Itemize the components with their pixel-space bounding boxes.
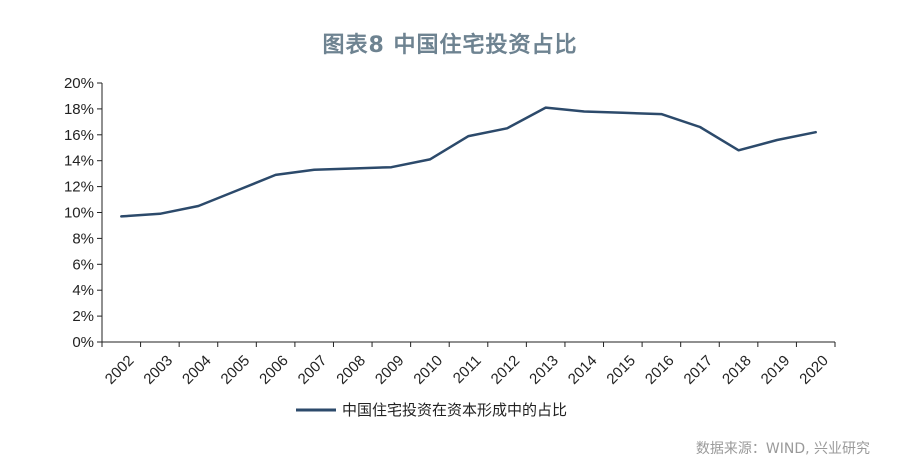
x-axis: 2002 2003 2004 2005 2006 2007 2008 2009 2010 2011…	[101, 341, 836, 388]
x-tick-label: 2013	[526, 352, 562, 388]
x-tick-label: 2018	[719, 352, 755, 388]
x-tick-label: 2008	[333, 352, 369, 388]
x-tick-label: 2010	[410, 352, 446, 388]
y-tick-label: 4%	[72, 282, 94, 299]
legend-label: 中国住宅投资在资本形成中的占比	[342, 401, 567, 419]
series-group	[120, 106, 817, 218]
chart-title: 图表8 中国住宅投资占比	[322, 33, 578, 58]
y-tick-label: 14%	[64, 153, 94, 170]
y-tick-label: 18%	[64, 101, 94, 118]
x-tick-label: 2019	[758, 352, 794, 388]
y-tick-label: 16%	[64, 127, 94, 144]
x-tick-label: 2006	[256, 352, 292, 388]
source-note: 数据来源：WIND, 兴业研究	[695, 441, 870, 457]
x-tick-label: 2012	[488, 352, 524, 388]
x-tick-label: 2017	[681, 352, 717, 388]
x-tick-label: 2005	[218, 352, 254, 388]
series-line	[120, 106, 817, 218]
x-tick-label: 2007	[295, 352, 331, 388]
y-tick-label: 10%	[64, 205, 94, 222]
x-tick-label: 2011	[450, 352, 485, 387]
y-axis: 0% 2% 4% 6% 8% 10% 12% 14% 16% 18% 20%	[64, 75, 103, 351]
y-tick-label: 2%	[72, 308, 94, 325]
x-tick-label: 2014	[565, 352, 601, 388]
x-tick-label: 2009	[372, 352, 408, 388]
y-tick-label: 20%	[64, 75, 94, 92]
x-tick-label: 2004	[179, 352, 215, 388]
y-tick-label: 8%	[72, 230, 94, 247]
x-tick-label: 2016	[642, 352, 678, 388]
y-tick-label: 0%	[72, 334, 94, 351]
legend: 中国住宅投资在资本形成中的占比	[296, 401, 567, 419]
x-tick-label: 2002	[102, 352, 138, 388]
x-tick-label: 2020	[796, 352, 832, 388]
y-tick-label: 12%	[64, 179, 94, 196]
x-tick-label: 2015	[603, 352, 639, 388]
y-tick-label: 6%	[72, 256, 94, 273]
x-tick-label: 2003	[140, 352, 176, 388]
